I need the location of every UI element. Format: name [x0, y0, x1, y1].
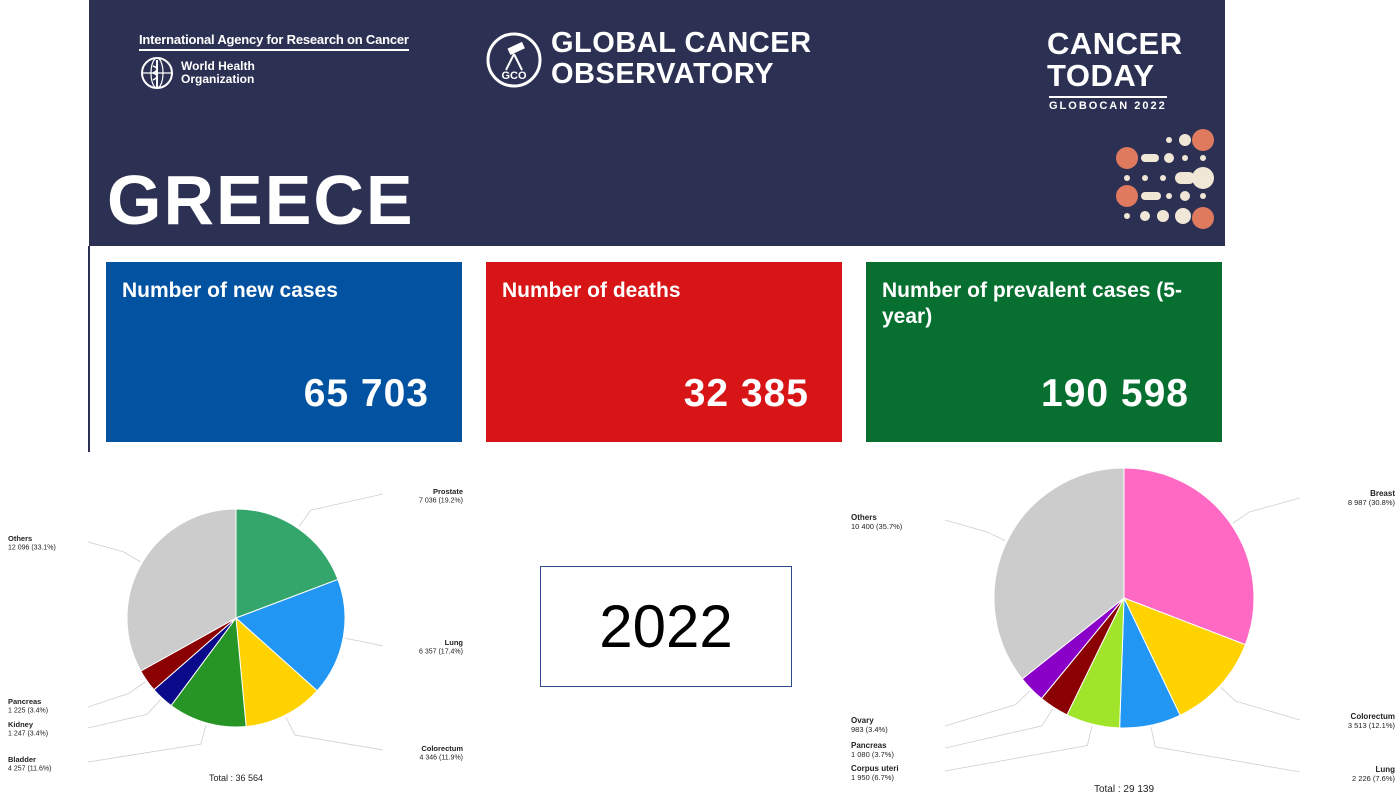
slice-label-ovary: Ovary — [851, 716, 874, 725]
new-cases-card: Number of new cases 65 703 — [106, 262, 462, 442]
slice-label-others: Others — [8, 534, 32, 543]
new-cases-value: 65 703 — [303, 372, 429, 415]
who-logo-icon — [141, 57, 173, 89]
year-box: 2022 — [540, 566, 792, 687]
iarc-title: International Agency for Research on Can… — [139, 32, 409, 51]
pie-slice-others — [993, 467, 1125, 680]
slice-label-prostate: Prostate — [433, 487, 463, 496]
decorative-dots-icon — [1116, 129, 1214, 229]
leader-line-pancreas — [944, 708, 1054, 749]
pie-slice-breast — [1123, 467, 1255, 646]
slice-value-prostate: 7 036 (19.2%) — [419, 498, 463, 505]
slice-label-breast: Breast — [1370, 489, 1395, 498]
slice-label-colorectum: Colorectum — [421, 744, 463, 753]
pie-chart-male: Prostate 7 036 (19.2%) Lung 6 357 (17.4%) Co… — [8, 487, 464, 783]
cancer-today-title: CANCER TODAY — [1047, 26, 1183, 93]
pie-slice-colorectum — [1123, 597, 1246, 716]
pie-total-label: Total : 29 139 — [1094, 784, 1154, 795]
pie-slice-colorectum — [235, 616, 318, 728]
leader-line-others — [87, 541, 141, 563]
divider — [88, 246, 90, 452]
slice-label-pancreas: Pancreas — [8, 697, 41, 706]
slice-label-lung: Lung — [1375, 765, 1395, 774]
leader-line-lung — [1150, 727, 1301, 773]
leader-line-lung — [345, 637, 384, 647]
leader-line-breast — [1232, 497, 1301, 524]
leader-line-others — [944, 519, 1006, 542]
country-name: GREECE — [107, 161, 415, 239]
pie-slice-lung — [235, 578, 346, 692]
who-name: World Health Organization — [181, 59, 255, 86]
prevalent-cases-card: Number of prevalent cases (5-year) 190 5… — [866, 262, 1222, 442]
pie-total-label: Total : 36 564 — [209, 773, 263, 783]
deaths-card: Number of deaths 32 385 — [486, 262, 842, 442]
slice-value-colorectum: 3 513 (12.1%) — [1348, 721, 1396, 730]
globocan-subtitle: GLOBOCAN 2022 — [1049, 96, 1167, 112]
pie-slice-others — [126, 508, 237, 672]
slice-value-ovary: 983 (3.4%) — [851, 725, 888, 734]
slice-value-pancreas: 1 225 (3.4%) — [8, 708, 48, 715]
slice-value-pancreas: 1 080 (3.7%) — [851, 750, 894, 759]
deaths-label: Number of deaths — [502, 279, 681, 302]
pie-slice-prostate — [235, 508, 339, 619]
prevalent-cases-label: Number of prevalent cases (5-year) — [882, 279, 1182, 328]
header-banner: International Agency for Research on Can… — [89, 0, 1225, 246]
leader-line-corpus-uteri — [944, 725, 1093, 772]
slice-value-corpus-uteri: 1 950 (6.7%) — [851, 773, 894, 782]
leader-line-pancreas — [87, 681, 146, 708]
slice-label-corpus-uteri: Corpus uteri — [851, 764, 899, 773]
leader-line-kidney — [87, 699, 162, 729]
slice-label-others: Others — [851, 513, 877, 522]
slice-label-pancreas: Pancreas — [851, 741, 887, 750]
leader-line-prostate — [298, 493, 384, 527]
leader-line-colorectum — [1220, 687, 1301, 721]
deaths-value: 32 385 — [683, 372, 809, 415]
leader-line-ovary — [944, 690, 1031, 727]
slice-value-others: 10 400 (35.7%) — [851, 522, 903, 531]
slice-label-lung: Lung — [445, 638, 464, 647]
slice-label-colorectum: Colorectum — [1351, 712, 1395, 721]
prevalent-cases-value: 190 598 — [1041, 372, 1189, 415]
slice-value-breast: 8 987 (30.8%) — [1348, 498, 1396, 507]
telescope-logo-icon: GCO — [486, 32, 542, 88]
slice-label-kidney: Kidney — [8, 720, 34, 729]
gco-title: GLOBAL CANCER OBSERVATORY — [551, 27, 812, 90]
leader-line-bladder — [87, 724, 207, 763]
pie-slice-bladder — [170, 616, 247, 728]
slice-value-kidney: 1 247 (3.4%) — [8, 731, 48, 738]
slice-value-bladder: 4 257 (11.6%) — [8, 766, 51, 773]
new-cases-label: Number of new cases — [122, 279, 338, 302]
slice-value-colorectum: 4 346 (11.9%) — [420, 755, 463, 762]
svg-text:GCO: GCO — [501, 70, 527, 82]
leader-line-colorectum — [285, 716, 384, 751]
slice-label-bladder: Bladder — [8, 755, 36, 764]
slice-value-lung: 2 226 (7.6%) — [1352, 774, 1395, 783]
slice-value-others: 12 096 (33.1%) — [8, 545, 56, 552]
slice-value-lung: 6 357 (17.4%) — [419, 649, 463, 656]
